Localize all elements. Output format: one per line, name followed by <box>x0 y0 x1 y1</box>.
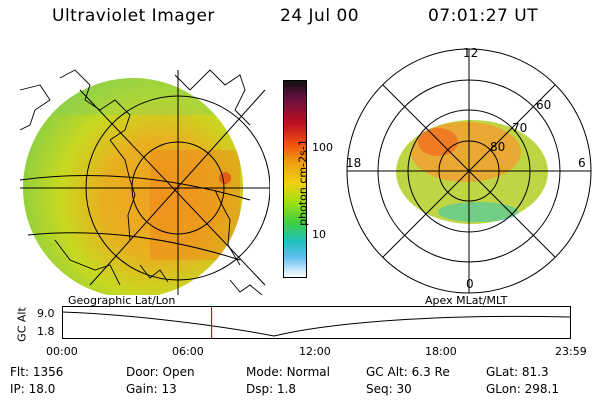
color-scale-bar <box>283 80 307 278</box>
door-label: Door: <box>126 365 159 379</box>
x-tick-1800: 18:00 <box>425 345 457 358</box>
gcalt-value: 6.3 Re <box>411 365 450 379</box>
colorbar-tick-100: 100 <box>312 141 333 154</box>
seq-field: Seq: 30 <box>366 382 412 396</box>
dsp-value: 1.8 <box>276 382 297 396</box>
orbit-altitude-plot <box>62 306 571 339</box>
glon-value: 298.1 <box>524 382 559 396</box>
mode-value: Normal <box>286 365 330 379</box>
mlt-label-bottom: 0 <box>466 277 474 291</box>
gcalt-field: GC Alt: 6.3 Re <box>366 365 450 379</box>
coastlines <box>19 69 263 295</box>
glat-label: GLat: <box>486 365 519 379</box>
x-tick-0000: 00:00 <box>46 345 78 358</box>
orbit-y-tick-top: 9.0 <box>37 307 55 320</box>
geographic-title: Geographic Lat/Lon <box>68 294 176 307</box>
door-field: Door: Open <box>126 365 195 379</box>
glon-field: GLon: 298.1 <box>486 382 559 396</box>
altitude-curve <box>62 311 571 337</box>
gcalt-label: GC Alt: <box>366 365 408 379</box>
mode-label: Mode: <box>246 365 283 379</box>
orbit-y-axis-label: GC Alt <box>15 307 29 342</box>
x-tick-0600: 06:00 <box>172 345 204 358</box>
glat-value: 81.3 <box>521 365 549 379</box>
time-label: 07:01:27 UT <box>428 6 539 26</box>
colorbar-unit-label: photon cm-2s-1 <box>296 139 310 226</box>
apex-title: Apex MLat/MLT <box>425 294 508 307</box>
ip-label: IP: <box>10 382 25 396</box>
dsp-label: Dsp: <box>246 382 274 396</box>
seq-value: 30 <box>396 382 412 396</box>
glon-label: GLon: <box>486 382 521 396</box>
polar-mlt-plot <box>346 48 592 294</box>
mode-field: Mode: Normal <box>246 365 330 379</box>
polar-grid <box>346 48 592 294</box>
orbit-plot-frame <box>62 306 571 339</box>
seq-label: Seq: <box>366 382 393 396</box>
lat-label-60: 60 <box>536 98 552 112</box>
orbit-y-tick-bottom: 1.8 <box>37 325 55 338</box>
lat-label-70: 70 <box>512 121 528 135</box>
gain-field: Gain: 13 <box>126 382 177 396</box>
instrument-title: Ultraviolet Imager <box>52 6 215 26</box>
door-value: Open <box>162 365 195 379</box>
gain-label: Gain: <box>126 382 158 396</box>
x-tick-2359: 23:59 <box>555 345 587 358</box>
flt-label: Flt: <box>10 365 29 379</box>
ip-field: IP: 18.0 <box>10 382 55 396</box>
glat-field: GLat: 81.3 <box>486 365 549 379</box>
dsp-field: Dsp: 1.8 <box>246 382 296 396</box>
colorbar-tick-10: 10 <box>312 228 326 241</box>
flt-field: Flt: 1356 <box>10 365 63 379</box>
lat-lon-grid <box>19 70 270 295</box>
flt-value: 1356 <box>32 365 64 379</box>
uv-emission-disk <box>23 78 243 295</box>
mlt-label-right: 6 <box>578 156 586 170</box>
mlt-label-left: 18 <box>346 156 362 170</box>
date-label: 24 Jul 00 <box>280 6 360 26</box>
gain-value: 13 <box>161 382 177 396</box>
lat-label-80: 80 <box>490 140 506 154</box>
geographic-image <box>19 69 270 295</box>
x-tick-1200: 12:00 <box>299 345 331 358</box>
ip-value: 18.0 <box>28 382 56 396</box>
mlt-label-top: 12 <box>463 46 479 60</box>
